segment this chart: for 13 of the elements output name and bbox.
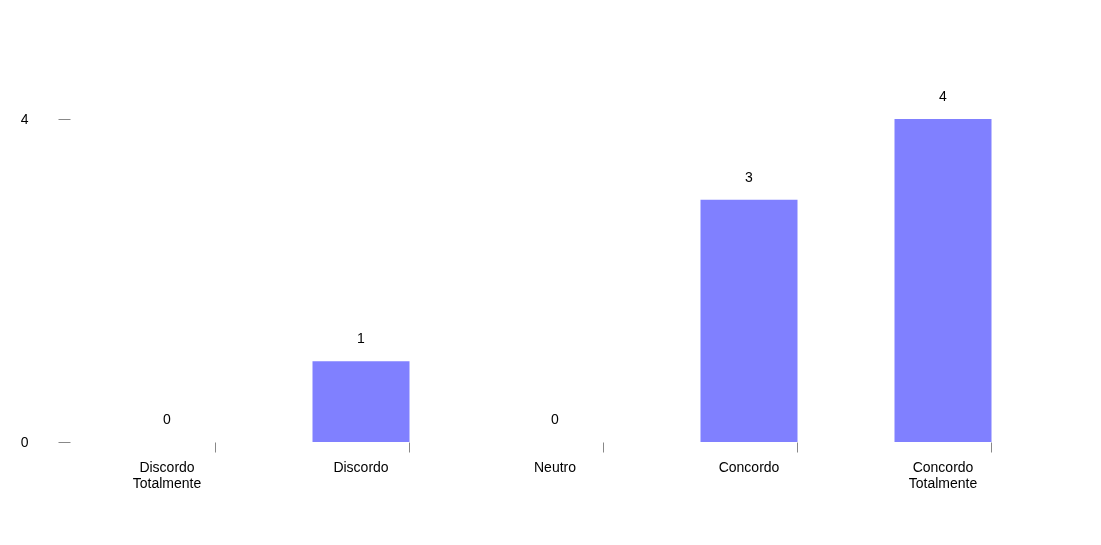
x-tick-label: Neutro	[533, 458, 577, 475]
bar	[312, 361, 410, 442]
data-label: 0	[163, 411, 172, 427]
x-tick-label: Concordo Totalmente	[908, 458, 978, 491]
data-label: 4	[939, 88, 948, 104]
data-label: 1	[357, 330, 366, 347]
bar	[894, 119, 992, 442]
data-label: 3	[745, 168, 754, 185]
data-label: 0	[551, 411, 560, 427]
x-tick-label: Discordo	[333, 458, 389, 475]
x-tick-label: Concordo	[718, 458, 780, 475]
bar	[700, 199, 798, 442]
x-tick-label: Discordo Totalmente	[132, 458, 202, 491]
